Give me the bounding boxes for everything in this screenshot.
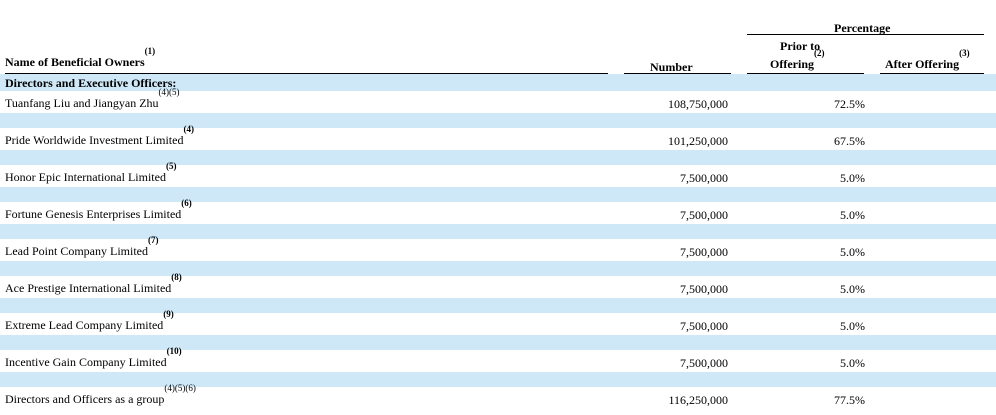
prior-offering-header-line2: Offering(2) (770, 49, 825, 72)
row-band (0, 187, 996, 202)
owner-name-text: Honor Epic International Limited (5, 170, 166, 184)
owner-footnote: (8) (171, 272, 182, 282)
row-band (0, 298, 996, 313)
after-header-rule (880, 73, 984, 74)
owner-name-text: Directors and Officers as a group (5, 392, 165, 406)
row-band (0, 335, 996, 350)
owner-footnote: (5) (165, 161, 177, 171)
name-column-header: Name of Beneficial Owners(1) (5, 47, 155, 70)
owner-footnote: (7) (147, 235, 159, 245)
name-column-footnote: (1) (144, 46, 156, 56)
row-band (0, 150, 996, 165)
prior-percentage: 5.0% (840, 319, 865, 333)
percentage-rule (747, 34, 984, 35)
prior-offering-header-line1: Prior to (780, 39, 821, 53)
owner-footnote: (4)(5) (158, 87, 180, 97)
prior-percentage: 5.0% (840, 208, 865, 222)
after-offering-label: After Offering (885, 57, 960, 71)
share-number: 7,500,000 (680, 282, 728, 296)
name-header-rule (5, 73, 608, 74)
owner-footnote: (9) (163, 309, 174, 319)
number-column-header: Number (650, 60, 693, 74)
prior-offering-footnote: (2) (814, 48, 825, 58)
owner-name-text: Tuanfang Liu and Jiangyan Zhu (5, 96, 159, 110)
owner-name: Lead Point Company Limited(7) (5, 236, 158, 259)
share-number: 7,500,000 (680, 319, 728, 333)
share-number: 101,250,000 (668, 134, 728, 148)
prior-offering-label: Offering (770, 57, 814, 71)
prior-percentage: 67.5% (834, 134, 865, 148)
owner-name: Honor Epic International Limited(5) (5, 162, 176, 185)
number-header-rule (624, 73, 731, 74)
prior-percentage: 77.5% (834, 393, 865, 407)
share-number: 108,750,000 (668, 97, 728, 111)
prior-percentage: 72.5% (834, 97, 865, 111)
owner-name-text: Extreme Lead Company Limited (5, 318, 164, 332)
owner-name-text: Ace Prestige International Limited (5, 281, 172, 295)
percentage-header: Percentage (834, 21, 891, 35)
row-band (0, 224, 996, 239)
owner-name: Pride Worldwide Investment Limited(4) (5, 125, 194, 148)
owner-name: Extreme Lead Company Limited(9) (5, 310, 174, 333)
prior-percentage: 5.0% (840, 282, 865, 296)
row-band (0, 113, 996, 128)
owner-name: Tuanfang Liu and Jiangyan Zhu(4)(5) (5, 88, 180, 111)
owner-name-text: Incentive Gain Company Limited (5, 355, 167, 369)
prior-percentage: 5.0% (840, 356, 865, 370)
owner-name: Fortune Genesis Enterprises Limited(6) (5, 199, 192, 222)
after-offering-header: After Offering(3) (885, 49, 970, 72)
owner-footnote: (4)(5)(6) (164, 383, 196, 393)
after-offering-footnote: (3) (959, 48, 970, 58)
row-band (0, 372, 996, 387)
section-band (0, 74, 996, 91)
prior-percentage: 5.0% (840, 171, 865, 185)
owner-footnote: (6) (181, 198, 192, 208)
prior-percentage: 5.0% (840, 245, 865, 259)
owner-footnote: (4) (183, 124, 194, 134)
owner-name: Directors and Officers as a group(4)(5)(… (5, 384, 196, 407)
owner-footnote: (10) (166, 346, 182, 356)
owner-name-text: Fortune Genesis Enterprises Limited (5, 207, 182, 221)
owner-name-text: Lead Point Company Limited (5, 244, 148, 258)
owner-name: Incentive Gain Company Limited(10) (5, 347, 182, 370)
share-number: 7,500,000 (680, 171, 728, 185)
prior-header-rule (747, 73, 864, 74)
section-title: Directors and Executive Officers: (5, 76, 177, 90)
share-number: 7,500,000 (680, 208, 728, 222)
share-number: 116,250,000 (668, 393, 728, 407)
share-number: 7,500,000 (680, 245, 728, 259)
owner-name-text: Pride Worldwide Investment Limited (5, 133, 184, 147)
share-number: 7,500,000 (680, 356, 728, 370)
owner-name: Ace Prestige International Limited(8) (5, 273, 182, 296)
row-band (0, 261, 996, 276)
name-column-label: Name of Beneficial Owners (5, 55, 145, 69)
